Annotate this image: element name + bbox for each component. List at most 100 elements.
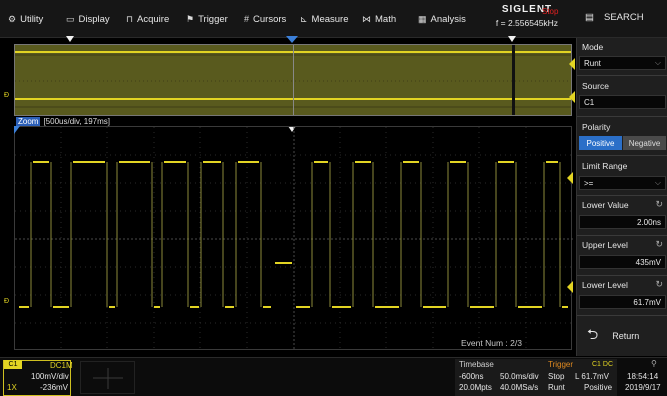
search-button[interactable]: ▤ SEARCH <box>585 12 644 23</box>
lower-value-label: Lower Value <box>582 200 629 210</box>
menu-trigger-label: Trigger <box>198 13 228 25</box>
limit-range-label: Limit Range <box>582 161 628 171</box>
timebase-label: Timebase <box>459 360 494 369</box>
frequency-counter: f = 2.556545kHz <box>495 18 559 28</box>
monitor-icon: ▭ <box>66 13 75 24</box>
menu-analysis[interactable]: ▦ Analysis <box>418 12 466 26</box>
channel1-tag: C1 <box>4 360 22 369</box>
menu-cursors[interactable]: # Cursors <box>244 12 286 26</box>
zoom-lower-level-marker[interactable] <box>566 281 574 295</box>
cursors-icon: # <box>244 14 250 24</box>
timebase-delay: -600ns <box>459 372 484 381</box>
menu-utility-label: Utility <box>20 13 44 25</box>
timebase-scale: 50.0ms/div <box>500 372 539 381</box>
gear-icon: ⚙ <box>8 13 17 24</box>
overview-trigger-level-marker[interactable] <box>569 58 575 70</box>
trigger-label: Trigger <box>548 360 574 369</box>
limit-range-select[interactable]: >= ⌵ <box>579 176 666 190</box>
divider <box>577 116 667 117</box>
return-label: Return <box>612 331 640 341</box>
run-state-indicator[interactable]: Stop <box>542 7 559 16</box>
zoom-label: Zoom [500us/div, 197ms] <box>16 117 110 126</box>
trigger-type: Runt <box>548 383 565 392</box>
channel1-probe: 1X <box>7 383 17 392</box>
overview-markers <box>66 36 575 103</box>
channel-add-slot[interactable] <box>80 361 135 394</box>
zoom-waveform-window[interactable] <box>14 126 573 351</box>
zoom-channel-marker[interactable]: Ð <box>4 298 10 305</box>
overview-lower-level-marker[interactable] <box>569 91 575 103</box>
trigger-source-coupling: C1 DC <box>592 361 614 368</box>
acquire-icon: ⊓ <box>126 13 134 24</box>
divider <box>577 155 667 156</box>
lower-level-field[interactable]: 61.7mV <box>579 295 666 309</box>
brand-status: SIGLENT Stop f = 2.556545kHz <box>484 4 570 34</box>
reset-icon[interactable]: ↻ <box>655 199 663 209</box>
divider <box>577 195 667 196</box>
zoom-grid <box>15 127 573 351</box>
network-icon: ⚲ <box>651 359 657 368</box>
zoom-left-edge-marker <box>14 126 20 134</box>
overview-trigger-marker <box>66 36 74 42</box>
reset-icon[interactable]: ↻ <box>655 239 663 249</box>
menu-measure[interactable]: ⊾ Measure <box>300 12 349 26</box>
menu-acquire-label: Acquire <box>137 13 170 25</box>
divider <box>577 235 667 236</box>
mode-select[interactable]: Runt ⌵ <box>579 56 666 70</box>
menu-measure-label: Measure <box>311 13 349 25</box>
source-select[interactable]: C1 <box>579 95 666 109</box>
zoom-info: [500us/div, 197ms] <box>43 117 111 126</box>
lower-value: 2.00ns <box>636 217 661 227</box>
overview-waveform-window[interactable] <box>14 44 572 116</box>
channel1-scale: 100mV/div <box>31 372 69 381</box>
clock-date: 2019/9/17 <box>625 383 661 392</box>
divider <box>577 315 667 316</box>
menu-utility[interactable]: ⚙ Utility <box>8 12 43 26</box>
measure-icon: ⊾ <box>300 13 308 24</box>
overview-event-marker <box>512 45 515 115</box>
reset-icon[interactable]: ↻ <box>655 279 663 289</box>
upper-level-field[interactable]: 435mV <box>579 255 666 269</box>
source-label: Source <box>582 81 609 91</box>
search-label: SEARCH <box>603 12 644 23</box>
menu-cursors-label: Cursors <box>253 13 287 25</box>
flag-icon: ⚑ <box>186 13 195 24</box>
chevron-down-icon: ⌵ <box>654 58 661 67</box>
overview-event-position-marker <box>508 36 516 42</box>
channel1-coupling: DC1M <box>50 361 73 370</box>
menu-math-label: Math <box>375 13 397 25</box>
trigger-level: L 61.7mV <box>575 372 609 381</box>
menu-math[interactable]: ⋈ Math <box>362 12 396 26</box>
divider <box>577 75 667 76</box>
channel1-offset: -236mV <box>40 383 69 392</box>
menu-display[interactable]: ▭ Display <box>66 12 110 26</box>
menu-acquire[interactable]: ⊓ Acquire <box>126 12 169 26</box>
lower-level: 61.7mV <box>633 297 661 307</box>
divider <box>577 275 667 276</box>
clock-time: 18:54:14 <box>627 372 659 381</box>
crosshair-icon <box>93 368 123 389</box>
zoom-waveform-trace <box>19 161 568 308</box>
trigger-state: Stop <box>548 372 565 381</box>
mode-value: Runt <box>584 58 601 68</box>
source-value: C1 <box>584 97 595 107</box>
zoom-trigger-level-marker[interactable] <box>566 172 574 186</box>
analysis-icon: ▦ <box>418 13 427 24</box>
polarity-negative-button[interactable]: Negative <box>623 136 666 150</box>
return-button[interactable]: ⮌ Return <box>577 317 667 355</box>
timebase-sample-rate: 40.0MSa/s <box>500 383 539 392</box>
menu-trigger[interactable]: ⚑ Trigger <box>186 12 228 26</box>
mode-label: Mode <box>582 42 604 52</box>
polarity-positive-button[interactable]: Positive <box>579 136 622 150</box>
upper-level: 435mV <box>635 257 661 267</box>
trigger-info[interactable] <box>545 359 617 396</box>
timebase-info[interactable] <box>455 359 545 396</box>
menu-analysis-label: Analysis <box>430 13 466 25</box>
trigger-polarity: Positive <box>584 383 613 392</box>
zoom-tag: Zoom <box>16 117 41 126</box>
lower-value-field[interactable]: 2.00ns <box>579 215 666 229</box>
overview-trigger-position-marker[interactable] <box>286 36 298 43</box>
polarity-label: Polarity <box>582 122 611 132</box>
brand-logo: SIGLENT <box>501 4 553 15</box>
overview-channel-marker[interactable]: Ð <box>4 92 10 99</box>
